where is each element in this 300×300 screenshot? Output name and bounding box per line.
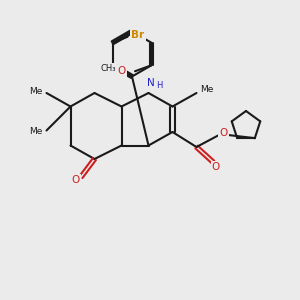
Text: O: O: [71, 175, 80, 185]
Text: Me: Me: [29, 128, 43, 136]
Text: CH₃: CH₃: [100, 64, 116, 73]
Text: O: O: [212, 162, 220, 172]
Text: O: O: [219, 128, 228, 138]
Text: O: O: [117, 66, 126, 76]
Text: Br: Br: [131, 30, 145, 40]
Text: N: N: [147, 78, 155, 88]
Text: Me: Me: [200, 85, 214, 94]
Text: H: H: [156, 81, 162, 90]
Text: Me: Me: [29, 87, 43, 96]
